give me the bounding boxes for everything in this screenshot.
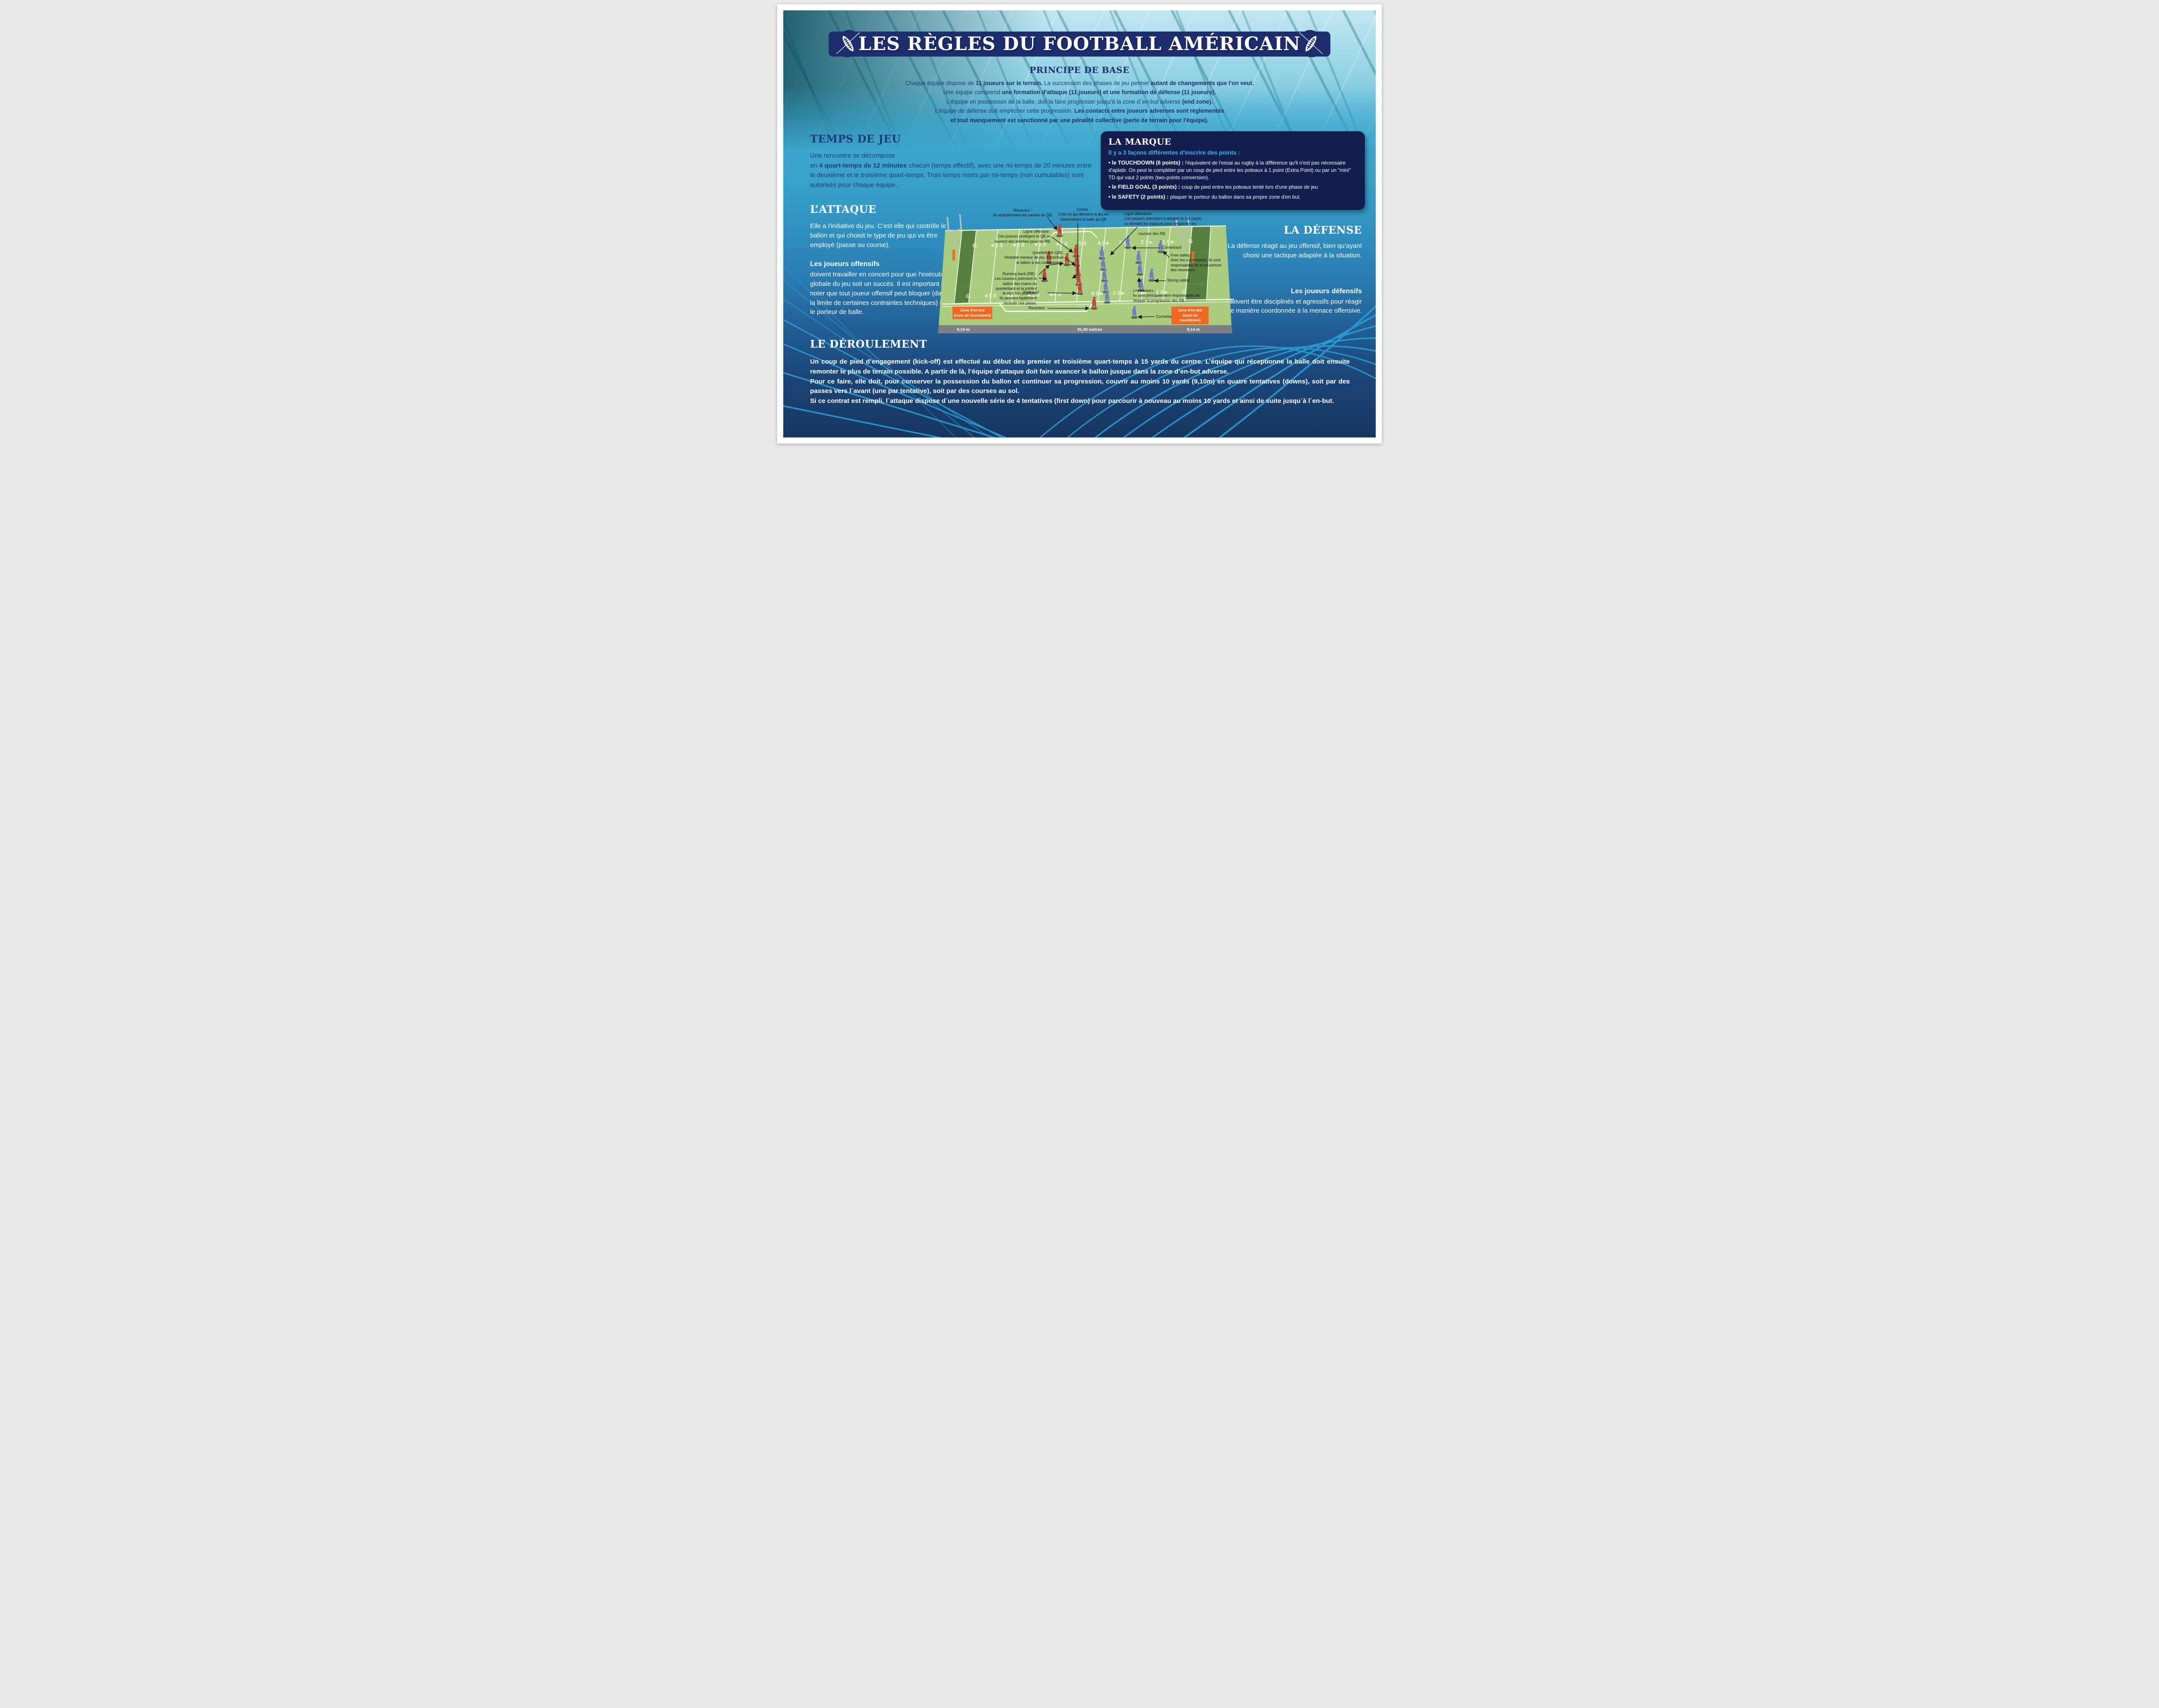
section-defense: LA DÉFENSE La défense réagit au jeu offe…	[1225, 224, 1362, 316]
principe-heading: PRINCIPE DE BASE	[1029, 65, 1130, 75]
label-running-back: Running back (RB) : Les coureurs prennen…	[994, 272, 1037, 305]
marque-safety: • le SAFETY (2 points) : plaquer le port…	[1108, 194, 1301, 200]
endzone-label-right: Zone d'en-but (zone de touchdown)	[1171, 307, 1209, 324]
principe-paragraph: Chaque équipe dispose de 11 joueurs sur …	[905, 80, 1254, 124]
defense-subheading: Les joueurs défensifs	[1291, 287, 1362, 295]
yard-number: 1 0►	[1156, 289, 1169, 295]
endzone-label-left: Zone d'en-but (zone de touchdown)	[953, 307, 992, 320]
section-la-marque: LA MARQUE Il y a 3 façons différentes d'…	[1101, 131, 1365, 210]
pylon-left	[953, 250, 955, 260]
attaque-subheading: Les joueurs offensifs	[810, 260, 880, 268]
yard-number: ◄2 0	[1005, 292, 1018, 298]
defense-paragraph-2: doivent être disciplinés et agressifs po…	[1227, 298, 1362, 315]
yard-number: ◄1 0	[990, 242, 1003, 248]
marque-heading: LA MARQUE	[1108, 136, 1171, 147]
label-centre: Centre : C’est lui qui démarre le jeu en…	[1058, 207, 1109, 222]
label-cornerback-bottom: Cornerback	[1156, 314, 1176, 319]
page-title: LES RÈGLES DU FOOTBALL AMÉRICAIN	[858, 33, 1301, 55]
label-receveur-bottom: Receveur	[1029, 306, 1045, 310]
label-quarterback: Quarterback (QB): Véritable meneur de je…	[1004, 250, 1064, 265]
field-gray-base	[938, 325, 1232, 333]
yard-number: G	[1188, 238, 1193, 244]
field-diagram: G ◄1 0 ◄2 0 ◄3 0 ◄4 0 5 0 4 0► 3 0► 2 0►…	[934, 205, 1242, 335]
yard-number: ◄4 0	[1048, 291, 1061, 298]
yard-number: 3 0►	[1119, 239, 1133, 246]
attaque-paragraph-1: Elle a l’initiative du jeu. C’est elle q…	[810, 222, 947, 249]
depth-left: 9,14 m	[957, 327, 970, 332]
label-strong-safety: Strong safety	[1167, 278, 1190, 282]
poster-root: LES RÈGLES DU FOOTBALL AMÉRICAIN PRINCIP…	[783, 10, 1376, 437]
endzone-right	[1186, 226, 1211, 301]
temps-heading: TEMPS DE JEU	[810, 133, 901, 145]
deroulement-paragraph-3: Si ce contrat est rempli, l´attaque disp…	[810, 397, 1334, 405]
label-cornerback-top: Cornerback	[1162, 245, 1182, 250]
endzone-left	[954, 230, 976, 303]
depth-right: 9,14 m	[1187, 327, 1200, 332]
field-illustration: G ◄1 0 ◄2 0 ◄3 0 ◄4 0 5 0 4 0► 3 0► 2 0►…	[938, 214, 1235, 333]
yard-number: ◄1 0	[983, 292, 997, 299]
yard-number: 2 0►	[1134, 289, 1148, 296]
width-center: 91,40 mètres	[1077, 327, 1102, 332]
deroulement-paragraph-1: Un coup de pied d’engagement (kick-off) …	[810, 358, 1350, 375]
marque-touchdown: • le TOUCHDOWN (6 points) : l'équivalent…	[1108, 160, 1351, 181]
label-linebackers: Linebackers : Ils sont principalement re…	[1133, 288, 1200, 303]
goalpost-left	[947, 214, 962, 248]
section-attaque: L’ATTAQUE Elle a l’initiative du jeu. C’…	[810, 203, 953, 317]
football-icon	[836, 30, 860, 57]
yard-number: 2 0►	[1141, 239, 1154, 245]
label-receveur-top: Receveur : Ils réceptionnent les passes …	[993, 208, 1053, 218]
label-ligne-offensive: Ligne offensive : Ces joueurs protègent …	[994, 229, 1051, 244]
yard-number: 3 0►	[1113, 290, 1126, 296]
team-zone-label: Zone d'équipe	[1059, 304, 1088, 308]
yard-number: 5 0	[1079, 240, 1086, 247]
yard-number: G	[972, 242, 977, 249]
defense-heading: LA DÉFENSE	[1284, 224, 1362, 236]
label-free-safety: Free safety : Avec les cornerbacks, ils …	[1171, 253, 1222, 272]
principe-text: Chaque équipe dispose de	[905, 80, 976, 86]
label-ligne-defensive: Ligne défensive: Ces joueurs cherchent à…	[1124, 212, 1202, 226]
section-temps-de-jeu: TEMPS DE JEU Une rencontre se décompose …	[810, 133, 1093, 190]
section-deroulement: LE DÉROULEMENT Un coup de pied d’engagem…	[810, 338, 1350, 406]
yard-number: 4 0►	[1098, 240, 1111, 246]
goalpost-right	[1175, 216, 1190, 251]
deroulement-paragraph-2: Pour ce faire, elle doit, pour conserver…	[810, 377, 1350, 395]
label-tight-end: Tight end	[1023, 290, 1039, 295]
yard-number: ◄3 0	[1026, 292, 1040, 298]
title-banner: LES RÈGLES DU FOOTBALL AMÉRICAIN	[829, 30, 1330, 57]
deroulement-heading: LE DÉROULEMENT	[810, 338, 928, 350]
temps-paragraph: Une rencontre se décompose en 4 quart-te…	[810, 152, 1092, 189]
print-sheet: LES RÈGLES DU FOOTBALL AMÉRICAIN PRINCIP…	[777, 4, 1382, 444]
annotation-arrows	[1038, 217, 1170, 319]
yard-number: G	[966, 293, 970, 299]
marque-intro: Il y a 3 façons différentes d'inscrire d…	[1108, 149, 1240, 156]
yard-number: ◄3 0	[1033, 241, 1046, 247]
pylon-right	[1192, 251, 1194, 263]
attaque-heading: L’ATTAQUE	[810, 203, 877, 215]
attaque-paragraph-2: doivent travailler en concert pour que l…	[810, 271, 953, 316]
label-courses-rb: courses des RB.	[1138, 231, 1166, 236]
defense-paragraph-1: La défense réagit au jeu offensif, bien …	[1228, 242, 1362, 259]
yard-number: 1 0►	[1162, 238, 1176, 245]
football-icon	[1299, 30, 1323, 57]
marque-fieldgoal: • le FIELD GOAL (3 points) : coup de pie…	[1108, 184, 1318, 190]
yard-number: ◄2 0	[1011, 241, 1025, 248]
yard-number: 4 0►	[1091, 290, 1105, 297]
yard-number: G	[1182, 288, 1186, 295]
